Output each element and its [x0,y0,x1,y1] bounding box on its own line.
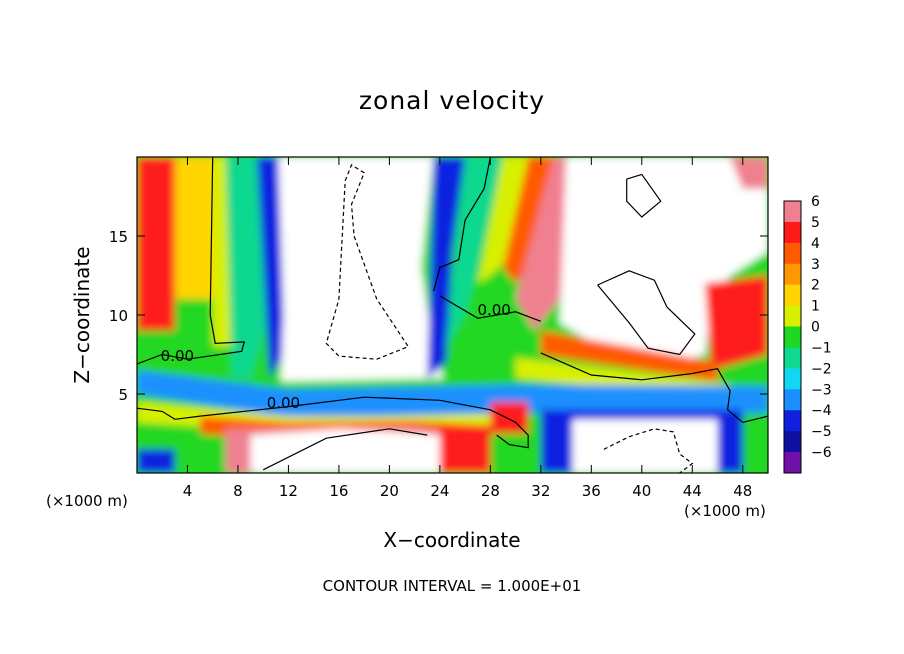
colorbar-swatch [784,389,801,411]
x-tick-label: 12 [279,482,298,500]
field-pink-corner [730,157,768,189]
colorbar-swatch [784,452,801,474]
colorbar-swatch [784,263,801,286]
contour-label: 0.00 [267,394,300,412]
x-tick-label: 8 [233,482,243,500]
contour-zero-left [137,157,246,365]
x-tick-label: 16 [329,482,348,500]
field-left-lime [212,157,232,347]
colorbar-swatch [784,284,801,307]
x-tick-label: 28 [481,482,500,500]
x-tick-label: 48 [733,482,752,500]
x-tick-label: 36 [582,482,601,500]
x-tick-label: 44 [683,482,702,500]
colorbar-tick-label: −5 [811,424,832,440]
field-orange-arc [540,330,718,382]
colorbar-frame [783,200,802,474]
field-blue-band [427,157,466,379]
x-tick-label: 20 [380,482,399,500]
x-tick-label: 24 [430,482,449,500]
field-white-center [278,157,444,382]
colorbar-swatch [784,221,801,244]
contour-interval-note: CONTOUR INTERVAL = 1.000E+01 [322,577,582,595]
field-white-right [559,157,768,371]
colorbar-swatch [784,201,801,223]
field-left-red [137,157,175,331]
colorbar-tick-label: 6 [811,194,820,210]
colorbar-swatch [784,326,801,348]
colorbar-tick-label: 4 [811,236,820,252]
field-blue-bottom-left [137,449,175,473]
colorbar-tick-label: 2 [811,278,820,294]
colorbar-tick-label: −3 [811,382,832,398]
x-tick-label: 40 [632,482,651,500]
contour-lower-inner [262,428,428,471]
field-layer [137,157,768,473]
field-red-right [704,275,768,371]
colorbar-tick-label: −2 [811,361,832,377]
colorbar-tick-label: 5 [811,215,820,231]
colorbar-tick-label: −1 [811,340,832,356]
contour-zero-lower [137,396,529,449]
y-axis-label: Z−coordinate [70,246,94,384]
colorbar-swatch [784,431,801,453]
colorbar-tick-label: −4 [811,403,832,419]
contour-dashed-center [325,164,410,360]
field-pink-band [515,157,573,331]
x-tick-label: 32 [531,482,550,500]
colorbar-swatch [784,305,801,328]
colorbar-tick-label: 1 [811,299,820,315]
contour-loop-top [626,173,662,218]
colorbar-tick-label: −6 [811,445,832,461]
colorbar-tick-label: 3 [811,257,820,273]
x-axis-label: X−coordinate [383,528,521,552]
contour-loop-mid [597,270,696,356]
field-cyan-strip [225,157,270,379]
colorbar-swatch [784,242,801,265]
contour-zero-mid [439,295,542,322]
field-white-bottom-right [572,419,718,473]
colorbar-swatch [784,347,801,369]
y-tick-label: 15 [109,228,128,246]
colorbar-tick-label: 0 [811,320,820,336]
contour-label: 0.00 [161,347,194,365]
field-red-bottom [439,425,491,473]
y-tick-label: 10 [109,307,128,325]
y-tick-label: 5 [118,386,128,404]
chart-title: zonal velocity [358,86,546,115]
contour-dashed-bottom [603,428,694,473]
field-left-yellow [174,157,213,300]
x-unit-label-right: (×1000 m) [684,502,766,520]
x-tick-label: 4 [183,482,193,500]
colorbar-swatch [784,368,801,390]
field-cyan-band [446,157,503,347]
contour-zero-upper [433,157,491,292]
field-white-lower [250,428,440,473]
contour-zero-right [540,352,768,424]
x-unit-label-left: (×1000 m) [46,492,128,510]
contour-label: 0.00 [477,301,510,319]
colorbar-swatch [784,410,801,432]
